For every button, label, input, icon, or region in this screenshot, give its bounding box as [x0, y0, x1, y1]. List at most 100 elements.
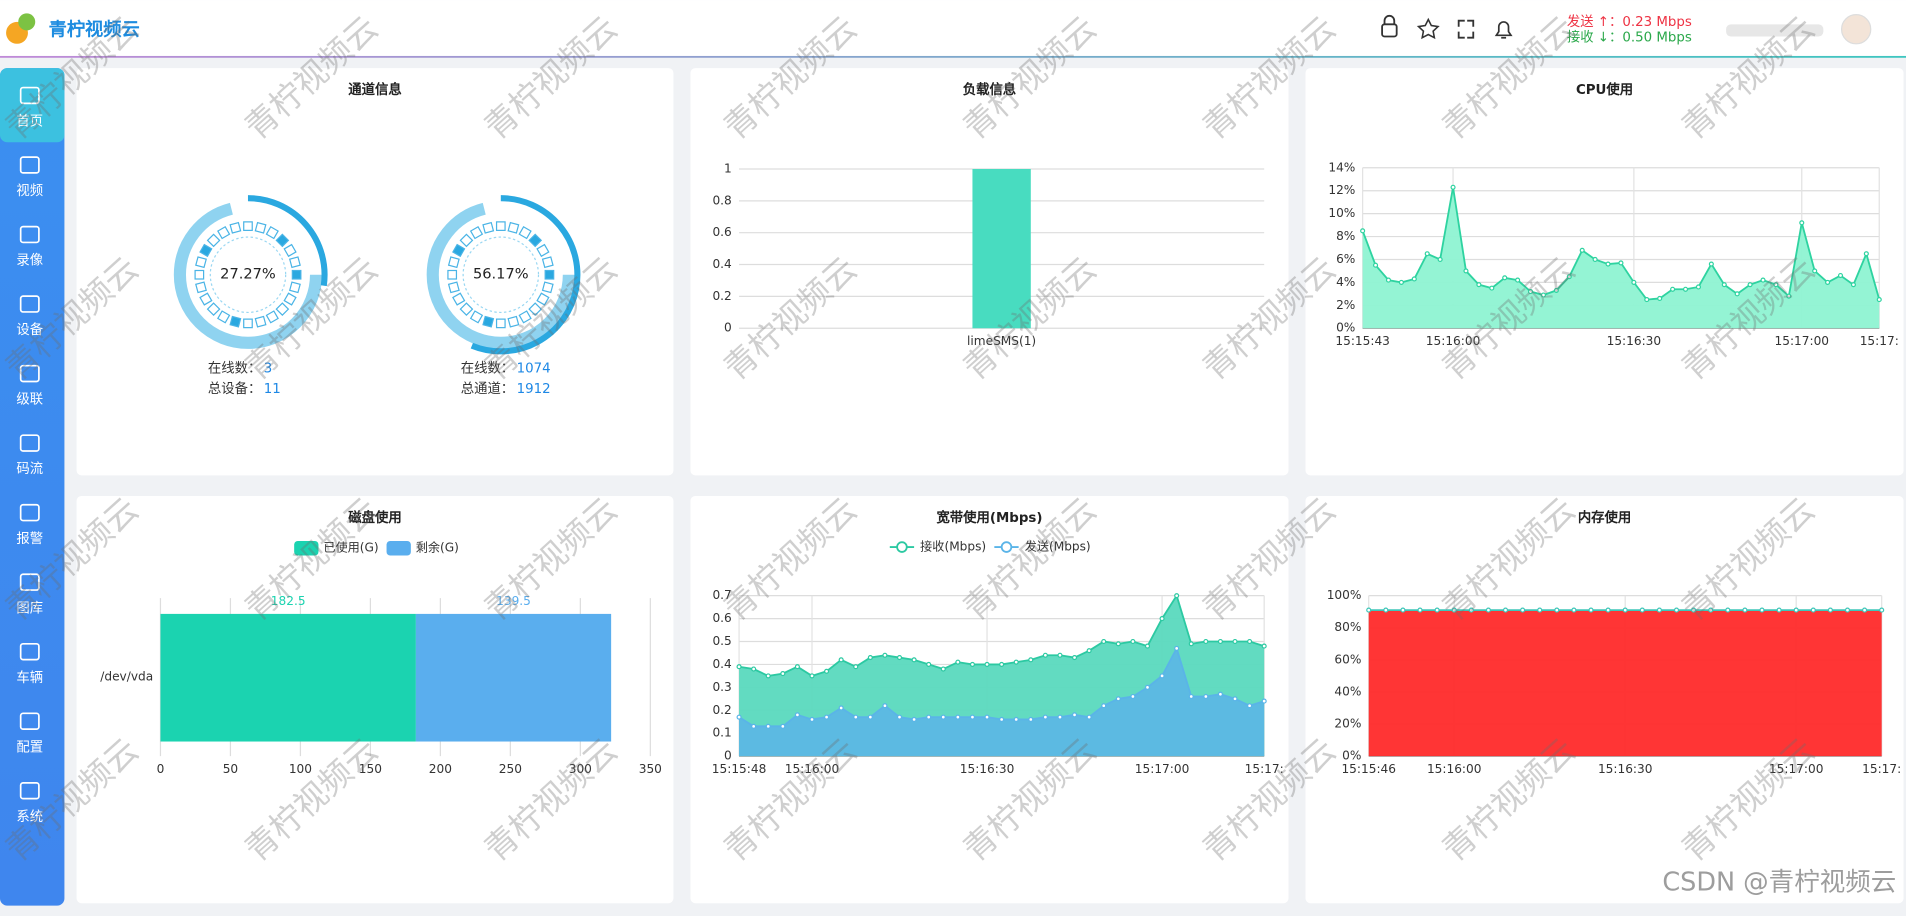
nav-label[interactable]: 码流 — [16, 461, 43, 477]
point — [1760, 277, 1766, 283]
point — [1592, 256, 1598, 263]
nav-icon[interactable] — [19, 503, 40, 522]
area — [1362, 187, 1880, 329]
nav-label[interactable]: 视频 — [16, 183, 43, 199]
y-tick-label: /dev/vda — [100, 670, 153, 684]
point — [1502, 275, 1508, 281]
nav-icon[interactable] — [19, 225, 40, 244]
nav-icon[interactable] — [19, 782, 40, 800]
point — [1695, 284, 1701, 290]
point — [969, 714, 976, 720]
point — [838, 657, 844, 663]
point — [1657, 295, 1663, 301]
gauge-inner — [209, 236, 287, 314]
chart-title: 磁盘使用 — [348, 509, 401, 526]
x-tick-label: 250 — [499, 762, 522, 776]
y-tick-label: 0.5 — [712, 634, 731, 648]
gauge-value: 27.27% — [220, 266, 276, 283]
gauge-dot — [194, 269, 205, 280]
legend-swatch[interactable] — [386, 540, 411, 556]
detail-label: 总通道： — [461, 381, 514, 397]
nav-label[interactable]: 报警 — [16, 531, 43, 547]
point — [955, 659, 961, 665]
bell-icon[interactable] — [1494, 21, 1513, 39]
username-blur — [1726, 24, 1824, 37]
point — [1424, 251, 1430, 257]
legend-dot[interactable] — [1000, 541, 1013, 553]
footer-credit: CSDN @青柠视频云 — [1662, 868, 1896, 898]
gauge-dot — [541, 281, 554, 294]
point — [1144, 684, 1151, 690]
point — [1708, 607, 1714, 613]
avatar[interactable] — [1840, 14, 1872, 45]
legend-label[interactable]: 剩余(G) — [416, 540, 459, 555]
point — [1588, 607, 1594, 613]
lock-icon[interactable] — [1381, 23, 1398, 38]
legend-label[interactable]: 发送(Mbps) — [1025, 539, 1091, 554]
gauge-dot — [265, 226, 279, 240]
nav-icon[interactable] — [19, 295, 40, 313]
point — [780, 671, 786, 677]
point — [1028, 657, 1034, 663]
point — [780, 723, 786, 729]
y-tick-label: 0% — [1342, 749, 1361, 763]
nav-label[interactable]: 图库 — [16, 600, 43, 616]
sidebar-active[interactable] — [0, 68, 65, 143]
point — [1527, 289, 1534, 295]
x-tick-label: 15:15:48 — [712, 762, 767, 776]
gauge-dot — [254, 315, 267, 328]
nav-icon[interactable] — [19, 434, 40, 452]
legend-label[interactable]: 接收(Mbps) — [920, 539, 986, 554]
point — [999, 716, 1005, 722]
nav-icon[interactable] — [19, 364, 40, 383]
nav-icon[interactable] — [19, 642, 40, 661]
point — [1622, 607, 1628, 613]
point — [1793, 607, 1799, 613]
bar — [415, 613, 612, 742]
x-tick-label: limeSMS(1) — [967, 334, 1036, 348]
gauge-dot — [507, 221, 520, 234]
point — [1217, 691, 1223, 697]
nav-label[interactable]: 首页 — [16, 114, 43, 130]
x-tick-label: 200 — [429, 762, 452, 776]
nav-label[interactable]: 车辆 — [16, 669, 43, 686]
x-tick-label: 15:17:00 — [1135, 762, 1190, 776]
y-tick-label: 6% — [1336, 252, 1355, 266]
point — [955, 714, 961, 720]
gauge-progress — [247, 195, 328, 287]
point — [1203, 693, 1209, 700]
legend-swatch[interactable] — [294, 540, 319, 556]
lock-icon[interactable] — [1383, 15, 1396, 25]
y-tick-label: 20% — [1334, 717, 1361, 731]
nav-icon[interactable] — [19, 156, 40, 174]
gauge-dot — [195, 281, 207, 294]
x-tick-label: 50 — [223, 762, 238, 776]
gauge-dot — [495, 318, 506, 329]
x-tick-label: 15:16:30 — [1598, 762, 1653, 776]
nav-label[interactable]: 设备 — [16, 321, 43, 338]
fullscreen-icon[interactable] — [1457, 19, 1475, 39]
gauge-dot — [199, 292, 213, 306]
nav-icon[interactable] — [19, 86, 40, 105]
gauge-dot — [452, 243, 466, 258]
nav-label[interactable]: 录像 — [16, 253, 43, 269]
nav-label[interactable]: 系统 — [16, 809, 43, 825]
point — [896, 714, 903, 720]
gauge-dot — [447, 269, 458, 280]
point — [1373, 262, 1379, 268]
legend-dot[interactable] — [896, 541, 908, 553]
point — [1411, 276, 1417, 282]
nav-icon[interactable] — [19, 573, 40, 591]
nav-label[interactable]: 级联 — [16, 392, 43, 408]
x-tick-label: 15:16:00 — [1426, 334, 1481, 348]
nav-icon[interactable] — [19, 712, 40, 730]
gauge-dot — [283, 243, 297, 258]
gauge-dot — [254, 221, 267, 234]
nav-label[interactable]: 配置 — [16, 740, 43, 755]
gauge-dot — [243, 318, 253, 329]
point — [1837, 272, 1844, 279]
chart-title: CPU使用 — [1576, 81, 1633, 98]
legend-label[interactable]: 已使用(G) — [323, 540, 378, 555]
star-icon[interactable] — [1416, 17, 1440, 40]
point — [911, 716, 917, 722]
